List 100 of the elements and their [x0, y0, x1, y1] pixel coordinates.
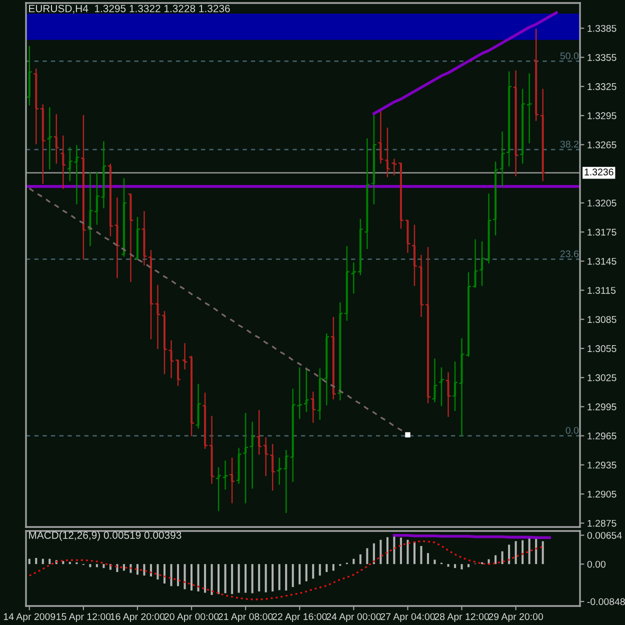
- bar: [514, 541, 517, 564]
- bar: [244, 564, 247, 593]
- y-tick-label: 1.3355: [588, 54, 616, 61]
- bar: [102, 564, 105, 568]
- bar: [238, 564, 240, 593]
- bar: [190, 564, 193, 591]
- annotation: 0.0: [566, 426, 579, 434]
- y-tick-label: 1.3025: [588, 374, 616, 382]
- x-tick-label: 22 Apr 16:00: [272, 613, 327, 622]
- bar: [468, 564, 470, 568]
- annotation: 23.6: [560, 250, 578, 258]
- y-tick-label: 1.3055: [588, 345, 616, 352]
- bar: [447, 564, 450, 567]
- x-tick-label: 27 Apr 04:00: [380, 613, 435, 622]
- bar: [170, 564, 172, 586]
- x-tick-label: 15 Apr 12:00: [56, 613, 111, 622]
- x-tick-label: 14 Apr 2009: [4, 613, 56, 622]
- x-tick-label: 29 Apr 20:00: [488, 613, 544, 622]
- bar: [312, 564, 314, 579]
- bar: [298, 564, 301, 584]
- bar: [231, 564, 234, 594]
- bar: [508, 544, 510, 564]
- line-series: [372, 11, 558, 116]
- bar: [413, 542, 416, 564]
- bar: [285, 564, 288, 591]
- y-tick-label: 1.2905: [588, 490, 616, 498]
- bar: [122, 564, 125, 571]
- bar: [528, 538, 530, 564]
- bar: [204, 564, 206, 593]
- bar: [48, 558, 51, 564]
- y-tick-label: 1.3295: [588, 112, 616, 120]
- bar: [28, 558, 30, 564]
- bar: [218, 564, 220, 594]
- bar: [542, 541, 544, 564]
- bar: [89, 564, 92, 568]
- y-tick-label: 0.00654: [587, 532, 622, 539]
- bar: [501, 551, 504, 564]
- y-tick-label: 1.2995: [588, 403, 616, 410]
- bar: [326, 564, 328, 572]
- x-tick-label: 20 Apr 00:00: [164, 613, 219, 622]
- y-tick-label: 1.3205: [588, 200, 616, 207]
- bar: [184, 564, 186, 590]
- bar: [156, 564, 159, 580]
- bar: [278, 564, 280, 590]
- bar: [434, 560, 436, 564]
- bar: [426, 553, 429, 564]
- bar: [305, 564, 308, 582]
- bar: [359, 554, 362, 564]
- bar: [522, 540, 524, 564]
- bar: [386, 537, 388, 564]
- bar: [143, 564, 146, 576]
- bar: [197, 564, 200, 592]
- bar: [258, 564, 260, 592]
- x-tick-label: 24 Apr 00:00: [326, 613, 381, 622]
- x-tick-label: 16 Apr 20:00: [110, 613, 165, 622]
- y-tick-label: 1.3085: [588, 316, 616, 323]
- y-tick-label: 1.2965: [588, 432, 616, 440]
- y-tick-label: -0.00848: [587, 598, 625, 606]
- bar: [177, 564, 180, 586]
- y-tick-label: 1.3325: [588, 83, 616, 90]
- y-tick-label: 1.2875: [588, 520, 616, 527]
- bar: [251, 564, 254, 594]
- x-tick-label: 28 Apr 12:00: [434, 613, 489, 622]
- bar: [96, 564, 98, 568]
- bar: [136, 564, 138, 575]
- bar: [366, 548, 368, 564]
- bar: [454, 564, 456, 568]
- bar: [272, 564, 274, 592]
- bar: [352, 558, 355, 564]
- bar: [163, 564, 166, 584]
- y-tick-label: 1.3265: [588, 141, 616, 148]
- bar: [393, 535, 396, 564]
- bar: [318, 564, 321, 576]
- chart-title: EURUSD,H4 1.3295 1.3322 1.3228 1.3236: [29, 4, 230, 14]
- bar: [420, 546, 422, 564]
- bar: [292, 564, 294, 588]
- bar: [494, 555, 497, 564]
- annotation: 38.2: [560, 140, 578, 148]
- bar: [42, 558, 44, 564]
- bar: [35, 558, 38, 564]
- bar: [380, 540, 382, 564]
- bar: [264, 564, 267, 592]
- ref-line-label: 1.3236: [584, 168, 614, 176]
- chart-title: MACD(12,26,9) 0.00519 0.00393: [29, 531, 182, 541]
- y-tick-label: 1.3115: [588, 286, 616, 294]
- bar: [460, 564, 463, 570]
- y-tick-label: 1.3145: [588, 258, 616, 265]
- y-tick-label: 1.2935: [588, 462, 616, 469]
- bar: [372, 543, 375, 564]
- bar: [406, 540, 409, 564]
- bar: [224, 564, 226, 594]
- y-tick-label: 1.3175: [588, 228, 616, 236]
- bar: [332, 564, 334, 571]
- annotation: 50.0: [560, 52, 579, 60]
- x-tick-label: 21 Apr 08:00: [218, 613, 273, 622]
- bar: [210, 564, 213, 595]
- bar: [400, 538, 402, 564]
- y-tick-label: 1.3385: [588, 24, 616, 32]
- y-tick-label: 0.00: [587, 560, 606, 568]
- line-series: [28, 540, 544, 600]
